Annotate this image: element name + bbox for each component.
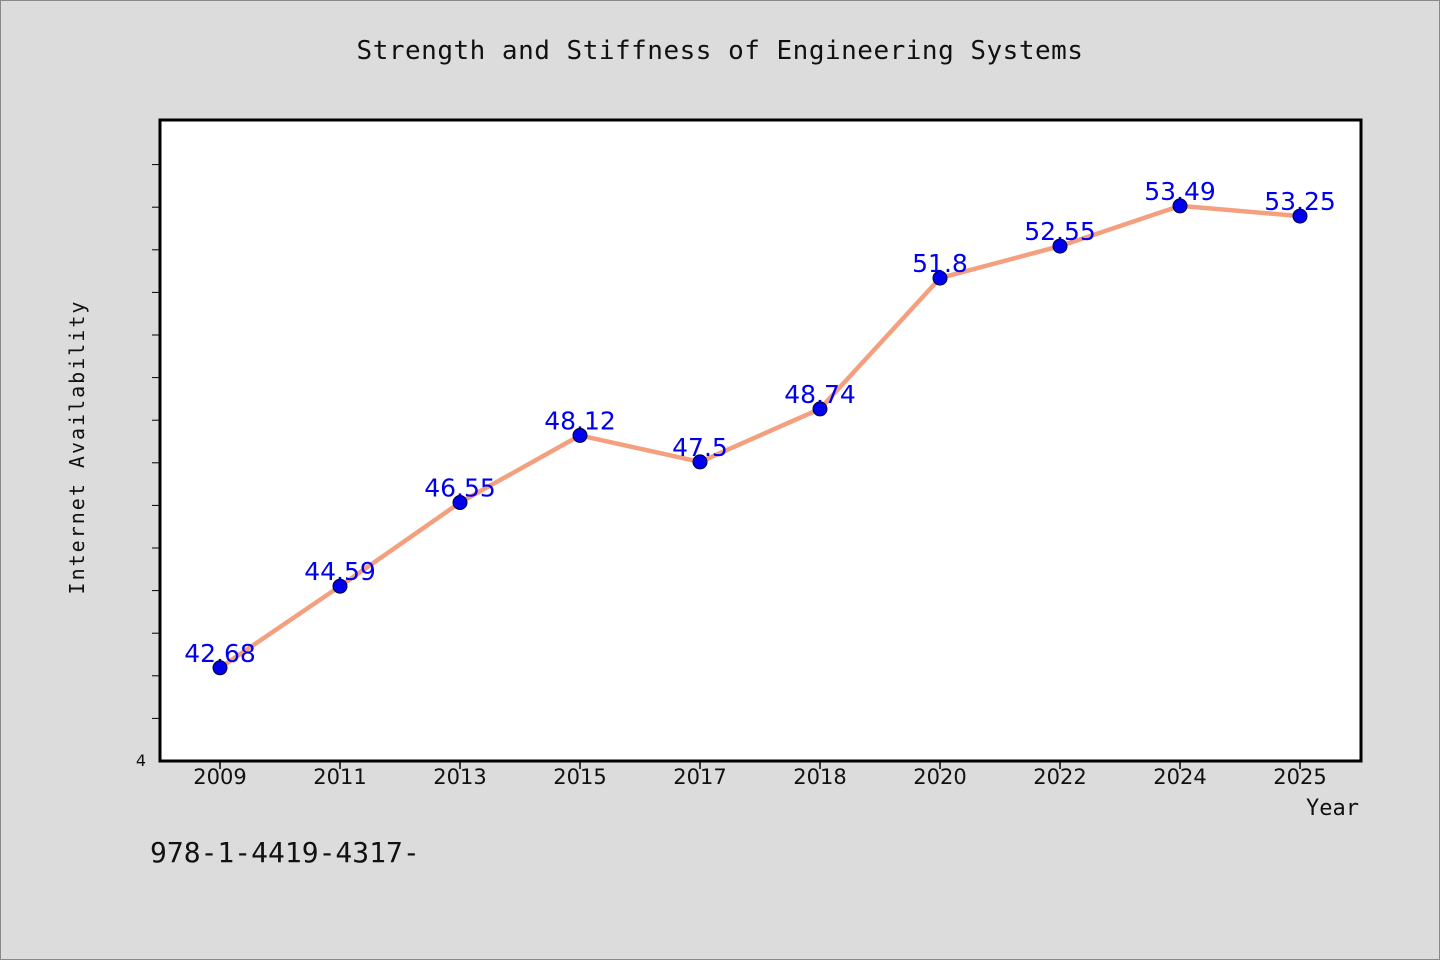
x-tick-label: 2018 [793,765,846,789]
data-point [332,578,348,594]
data-point [1292,208,1308,224]
data-point [932,270,948,286]
x-axis-label: Year [1306,796,1359,821]
x-tick-label: 2009 [193,765,246,789]
chart-title: Strength and Stiffness of Engineering Sy… [356,36,1084,66]
data-point [1172,198,1188,214]
x-tick-label: 2017 [673,765,726,789]
x-tick-label: 2024 [1153,765,1206,789]
x-tick-label: 2025 [1273,765,1326,789]
data-point [812,401,828,417]
data-point [692,454,708,470]
footer-code: 978-1-4419-4317- [150,836,420,869]
x-tick-label: 2011 [313,765,366,789]
x-tick-label: 2015 [553,765,606,789]
plot-frame [158,118,1363,763]
data-point [572,427,588,443]
x-tick-label: 2013 [433,765,486,789]
data-point [212,660,228,676]
data-point [1052,238,1068,254]
x-tick-label: 2022 [1033,765,1086,789]
series-line [217,203,1303,671]
y-tick-label: 4 [136,751,146,770]
x-tick-label: 2020 [913,765,966,789]
data-point [452,495,468,510]
